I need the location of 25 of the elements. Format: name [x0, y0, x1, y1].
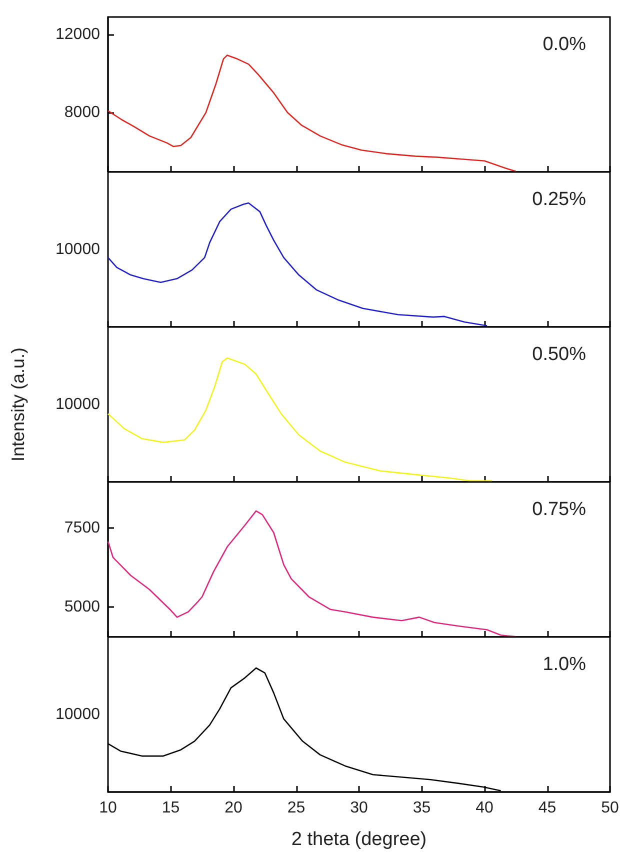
y-tick-label: 7500	[64, 520, 100, 537]
text: 0.0%	[542, 34, 586, 55]
text: 0.75%	[532, 499, 586, 520]
x-tick-label: 10	[99, 800, 117, 816]
x-tick-label: 30	[350, 800, 368, 816]
text: 10000	[56, 396, 100, 413]
x-tick-label: 50	[601, 800, 619, 816]
text: 10000	[56, 241, 100, 258]
y-axis-title: Intensity (a.u.)	[8, 347, 28, 462]
x-tick-label: 25	[287, 800, 306, 816]
line-series	[107, 54, 517, 172]
text: 0.25%	[532, 189, 586, 210]
x-tick-label: 45	[538, 800, 556, 816]
x-tick-label: 35	[412, 800, 431, 816]
line-series	[107, 510, 517, 637]
text: 1.0%	[542, 654, 586, 675]
x-axis-title: 2 theta (degree)	[291, 829, 427, 850]
y-tick-label: 5000	[64, 598, 100, 616]
x-tick-label: 15	[162, 800, 180, 816]
x-tick-label: 40	[476, 800, 494, 816]
y-tick-label: 8000	[64, 104, 100, 122]
text: 10000	[56, 706, 100, 723]
y-tick-label: 12000	[56, 26, 100, 44]
x-tick-label: 20	[224, 800, 242, 816]
text: 0.50%	[532, 344, 586, 365]
